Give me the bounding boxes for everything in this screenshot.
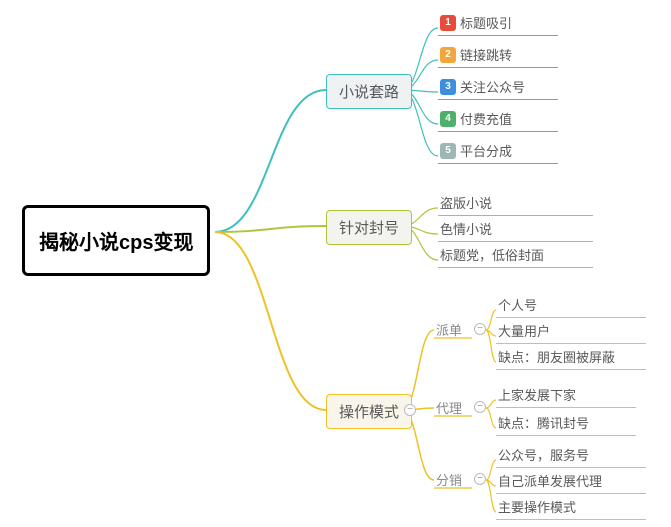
- leaf-text: 链接跳转: [460, 45, 512, 64]
- branch-label: 操作模式: [339, 404, 399, 421]
- sub-branch[interactable]: 代理: [436, 398, 462, 417]
- leaf-node[interactable]: 上家发展下家: [496, 382, 636, 408]
- leaf-node[interactable]: 盗版小说: [438, 190, 593, 216]
- leaf-text: 缺点：朋友圈被屏蔽: [498, 347, 615, 366]
- branch-b1[interactable]: 小说套路: [326, 74, 412, 109]
- leaf-node[interactable]: 大量用户: [496, 318, 646, 344]
- leaf-node[interactable]: 个人号: [496, 292, 646, 318]
- order-badge: 4: [440, 111, 456, 127]
- leaf-text: 主要操作模式: [498, 497, 576, 516]
- leaf-text: 付费充值: [460, 109, 512, 128]
- leaf-node[interactable]: 主要操作模式: [496, 494, 646, 520]
- order-badge: 5: [440, 143, 456, 159]
- leaf-text: 标题党，低俗封面: [440, 245, 544, 264]
- leaf-text: 缺点：腾讯封号: [498, 413, 589, 432]
- collapse-toggle[interactable]: −: [474, 401, 486, 413]
- leaf-text: 标题吸引: [460, 13, 512, 32]
- leaf-text: 盗版小说: [440, 193, 492, 212]
- leaf-text: 公众号，服务号: [498, 445, 589, 464]
- branch-label: 针对封号: [339, 220, 399, 237]
- branch-label: 小说套路: [339, 84, 399, 101]
- leaf-node[interactable]: 3关注公众号: [438, 74, 558, 100]
- collapse-toggle[interactable]: −: [474, 473, 486, 485]
- leaf-node[interactable]: 色情小说: [438, 216, 593, 242]
- leaf-text: 个人号: [498, 295, 537, 314]
- branch-b3[interactable]: 操作模式: [326, 394, 412, 429]
- leaf-text: 上家发展下家: [498, 385, 576, 404]
- leaf-node[interactable]: 公众号，服务号: [496, 442, 646, 468]
- leaf-node[interactable]: 2链接跳转: [438, 42, 558, 68]
- sub-branch[interactable]: 分销: [436, 470, 462, 489]
- leaf-node[interactable]: 5平台分成: [438, 138, 558, 164]
- order-badge: 3: [440, 79, 456, 95]
- leaf-text: 色情小说: [440, 219, 492, 238]
- branch-b2[interactable]: 针对封号: [326, 210, 412, 245]
- sub-branch[interactable]: 派单: [436, 320, 462, 339]
- order-badge: 2: [440, 47, 456, 63]
- root-text: 揭秘小说cps变现: [39, 232, 193, 254]
- root-node: 揭秘小说cps变现: [22, 205, 210, 276]
- leaf-text: 平台分成: [460, 141, 512, 160]
- leaf-text: 关注公众号: [460, 77, 525, 96]
- leaf-text: 大量用户: [498, 321, 550, 340]
- leaf-node[interactable]: 缺点：腾讯封号: [496, 410, 636, 436]
- order-badge: 1: [440, 15, 456, 31]
- leaf-text: 自己派单发展代理: [498, 471, 602, 490]
- leaf-node[interactable]: 4付费充值: [438, 106, 558, 132]
- leaf-node[interactable]: 1标题吸引: [438, 10, 558, 36]
- leaf-node[interactable]: 标题党，低俗封面: [438, 242, 593, 268]
- collapse-toggle[interactable]: −: [404, 404, 416, 416]
- collapse-toggle[interactable]: −: [474, 323, 486, 335]
- leaf-node[interactable]: 缺点：朋友圈被屏蔽: [496, 344, 646, 370]
- leaf-node[interactable]: 自己派单发展代理: [496, 468, 646, 494]
